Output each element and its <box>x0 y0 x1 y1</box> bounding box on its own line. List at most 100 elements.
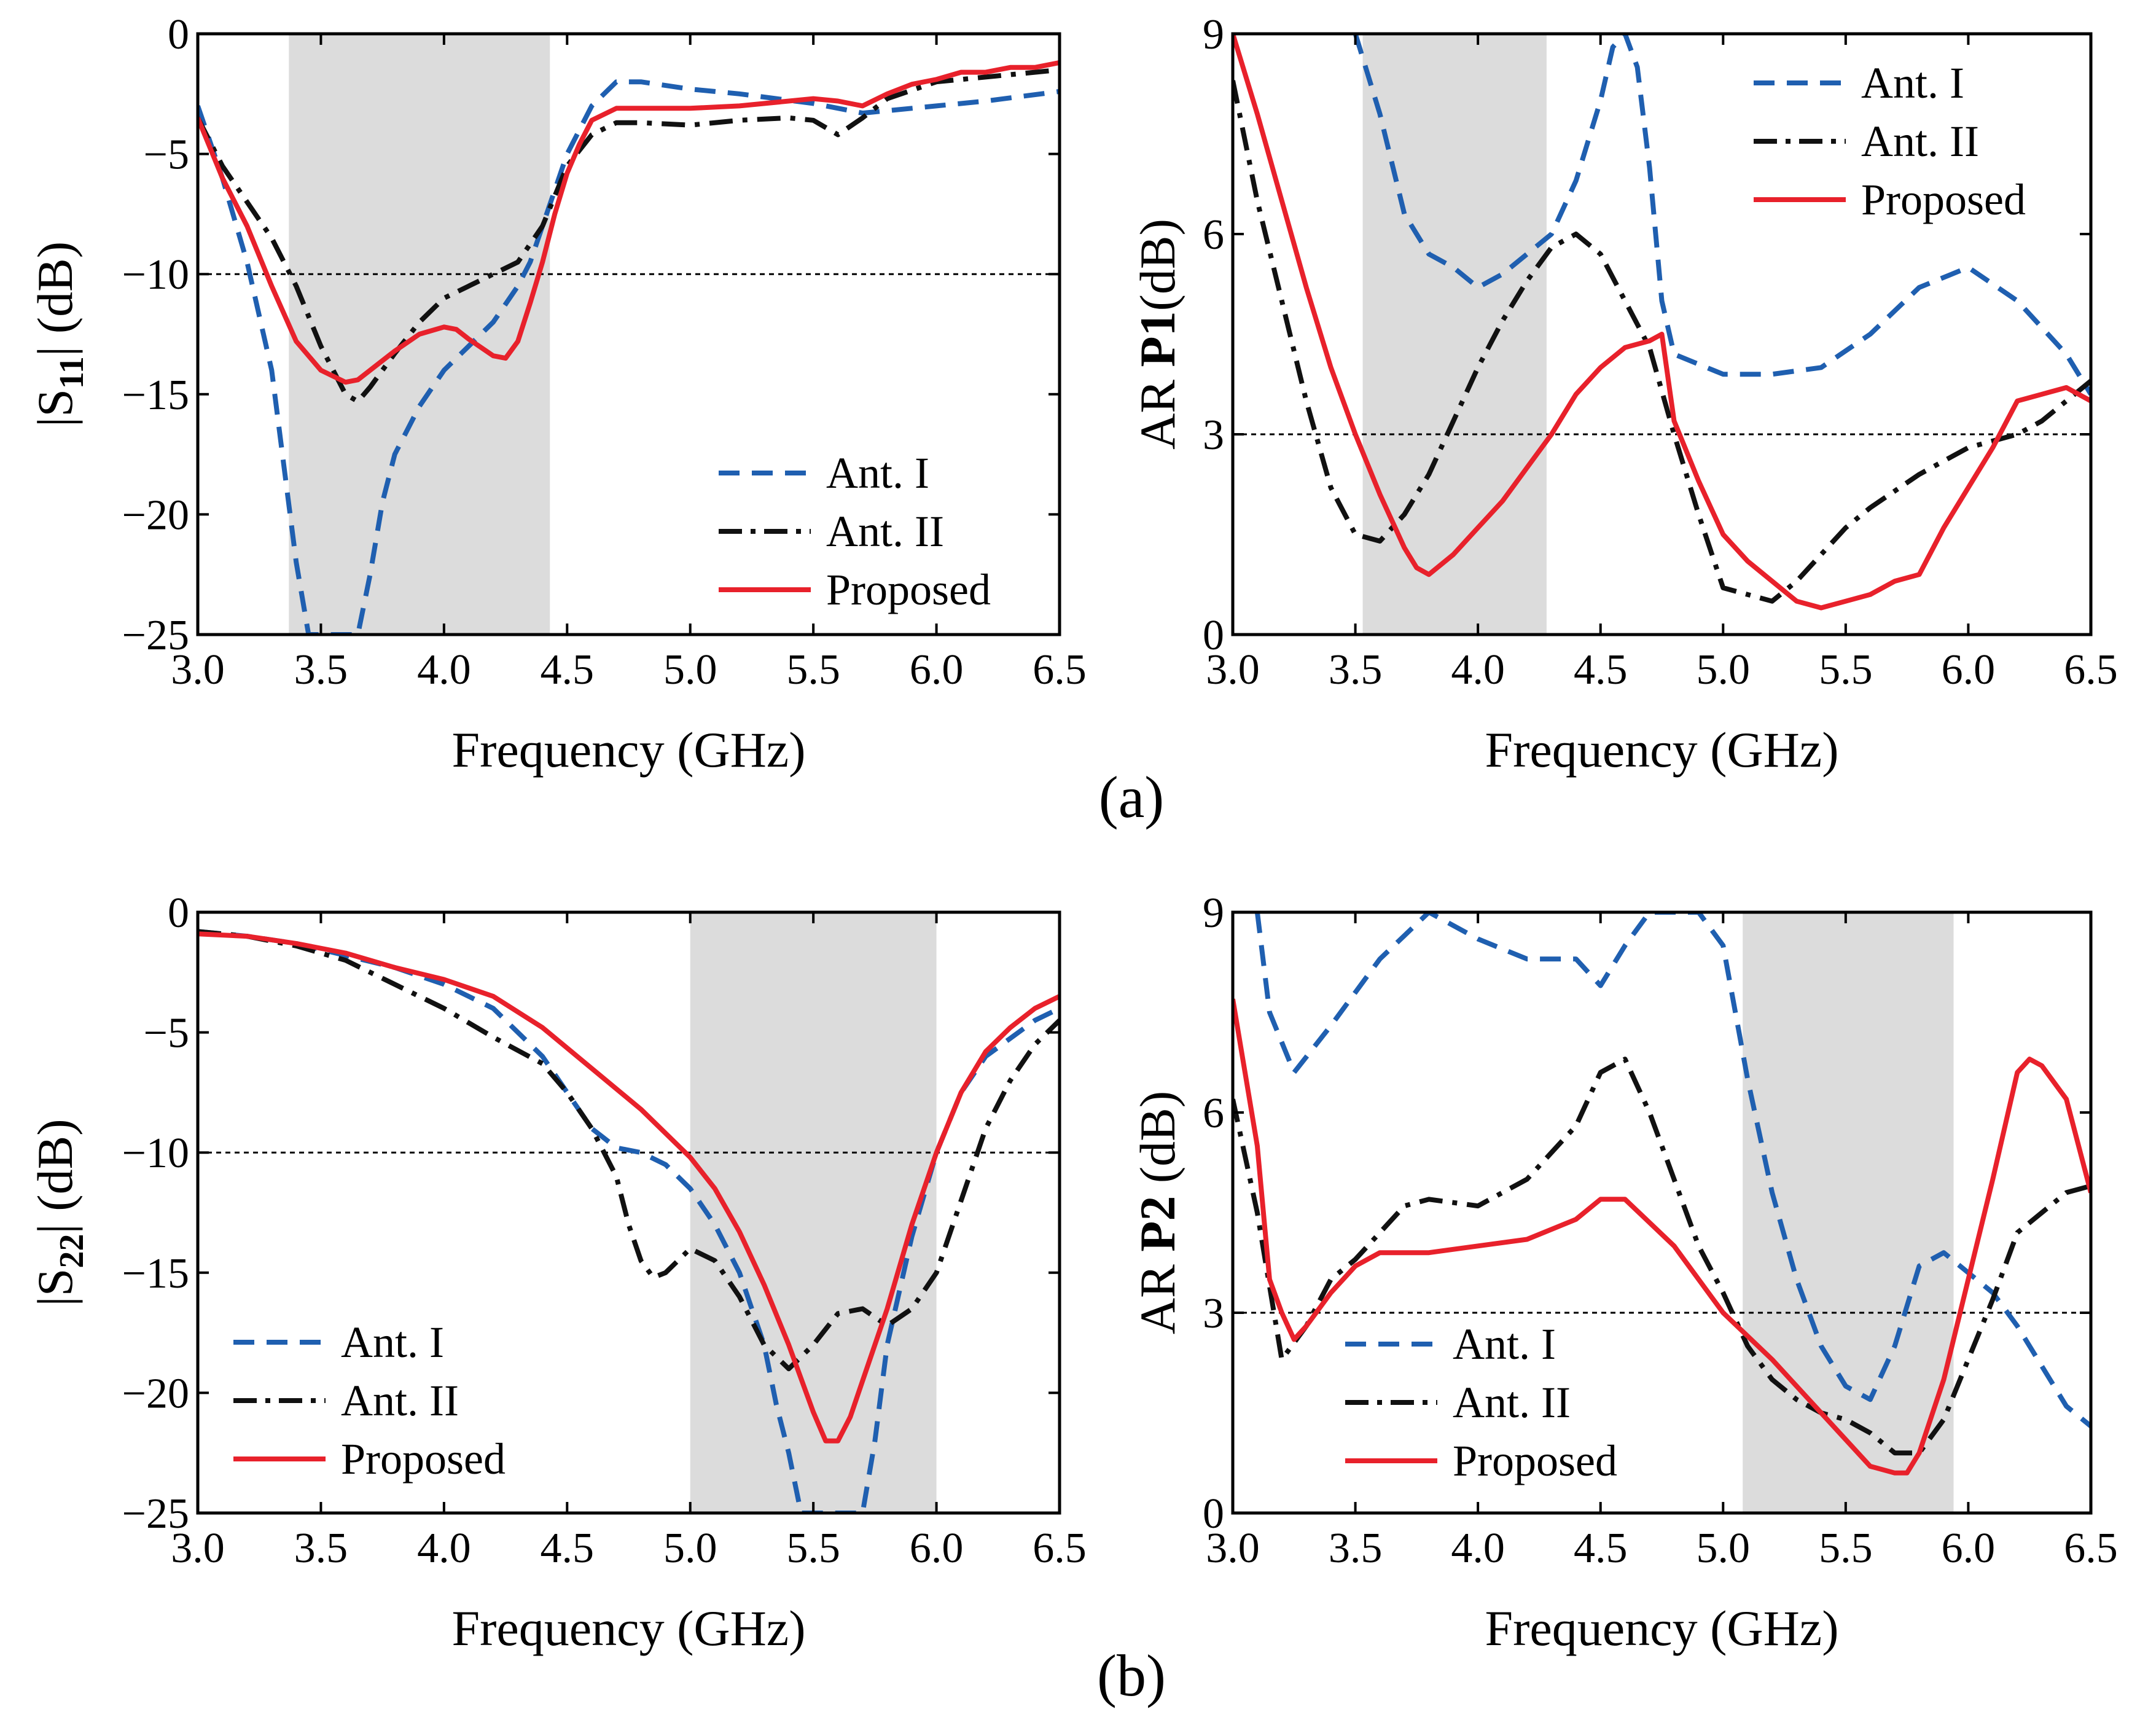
y-axis-title-bold: P1 <box>1130 311 1185 367</box>
legend-label: Ant. I <box>1453 1320 1556 1369</box>
series-line-ant-i <box>1353 34 2091 396</box>
legend: Ant. I Ant. II Proposed <box>1754 58 2026 224</box>
y-axis-title-suffix: (dB) <box>1130 1091 1185 1196</box>
x-tick-label: 4.0 <box>1451 646 1505 694</box>
y-axis-title-prefix: |S <box>27 389 83 427</box>
series-line-ant-ii <box>1233 1057 2091 1456</box>
legend: Ant. I Ant. II Proposed <box>1345 1320 1617 1485</box>
series-line-proposed <box>1233 34 2091 611</box>
y-tick-label: −25 <box>122 612 189 659</box>
x-tick-label: 6.5 <box>1033 646 1087 694</box>
series-group <box>198 60 1060 635</box>
x-tick-label: 3.5 <box>1329 646 1383 694</box>
legend-label: Ant. II <box>341 1376 459 1425</box>
x-tick-label: 4.5 <box>1574 1525 1628 1572</box>
x-tick-label: 3.0 <box>171 646 225 694</box>
x-tick-label: 3.5 <box>1329 1525 1383 1572</box>
series-group <box>1233 34 2091 611</box>
y-tick-label: 6 <box>1203 211 1224 259</box>
series-line-proposed <box>1233 998 2091 1476</box>
chart-panel-1: 3.0 3.5 4.0 4.5 5.0 5.5 6.0 6.5 0 −5 −10 −15 −20 −25 F… <box>27 11 1087 778</box>
y-axis-title-suffix: | (dB) <box>27 1119 83 1234</box>
y-axis-title-subscript: 22 <box>53 1234 91 1269</box>
y-axis-title-suffix: (dB) <box>1130 219 1185 311</box>
series-line-proposed <box>198 60 1060 385</box>
legend-label: Proposed <box>1861 175 2026 224</box>
series-line-ant-ii <box>198 67 1060 404</box>
y-tick-label: −20 <box>122 491 189 539</box>
x-tick-label: 3.0 <box>1206 646 1260 694</box>
series-line-ant-ii <box>198 929 1060 1372</box>
y-tick-label: −25 <box>122 1490 189 1538</box>
x-axis-title: Frequency (GHz) <box>451 1600 805 1656</box>
legend-label: Proposed <box>1453 1436 1617 1485</box>
y-tick-label: −15 <box>122 1250 189 1297</box>
x-tick-label: 5.0 <box>1697 646 1751 694</box>
x-tick-label: 3.5 <box>294 1525 348 1572</box>
x-tick-label: 5.5 <box>786 646 840 694</box>
x-tick-label: 5.0 <box>663 1525 717 1572</box>
x-tick-label: 5.5 <box>786 1525 840 1572</box>
chart-panel-2: 3.0 3.5 4.0 4.5 5.0 5.5 6.0 6.5 0 3 6 9 Frequency (G… <box>1130 11 2118 778</box>
x-tick-label: 6.0 <box>910 1525 964 1572</box>
x-tick-label: 3.5 <box>294 646 348 694</box>
y-axis-title: |S22| (dB) <box>27 1119 91 1306</box>
x-tick-label: 4.0 <box>417 646 471 694</box>
legend-label: Proposed <box>341 1434 506 1484</box>
y-tick-label: 0 <box>1203 612 1224 659</box>
x-tick-label: 4.5 <box>541 1525 595 1572</box>
y-axis-title-bold: P2 <box>1130 1196 1185 1252</box>
legend-label: Ant. II <box>1861 117 1979 166</box>
caption-b: (b) <box>1097 1643 1166 1708</box>
y-tick-label: 0 <box>1203 1490 1224 1538</box>
legend-label: Ant. I <box>1861 58 1964 108</box>
y-tick-label: 0 <box>168 11 189 58</box>
y-tick-label: −5 <box>144 1010 189 1057</box>
series-group <box>198 929 1060 1513</box>
y-axis-title-prefix: |S <box>27 1269 83 1307</box>
x-tick-label: 4.0 <box>417 1525 471 1572</box>
plot-frame <box>196 32 1061 636</box>
chart-panels: 3.0 3.5 4.0 4.5 5.0 5.5 6.0 6.5 0 −5 −10 −15 −20 −25 F… <box>27 11 2118 1656</box>
x-tick-label: 4.0 <box>1451 1525 1505 1572</box>
y-tick-label: −10 <box>122 251 189 299</box>
y-tick-label: −10 <box>122 1130 189 1177</box>
x-tick-label: 6.0 <box>1942 646 1996 694</box>
y-axis-title: AR P2 (dB) <box>1130 1091 1185 1334</box>
x-tick-label: 5.0 <box>663 646 717 694</box>
x-tick-label: 6.5 <box>2064 646 2118 694</box>
x-axis-title: Frequency (GHz) <box>1485 1600 1838 1656</box>
x-axis-title: Frequency (GHz) <box>451 722 805 778</box>
x-tick-label: 6.5 <box>2064 1525 2118 1572</box>
legend-label: Proposed <box>826 565 991 614</box>
caption-a: (a) <box>1099 764 1165 830</box>
y-tick-label: 9 <box>1203 11 1224 58</box>
plot-frame <box>1231 32 2093 636</box>
series-line-ant-i <box>1254 912 2091 1428</box>
series-group <box>1233 912 2091 1476</box>
x-tick-label: 4.5 <box>1574 646 1628 694</box>
y-tick-label: 6 <box>1203 1090 1224 1137</box>
shaded-band <box>1743 912 1954 1513</box>
x-axis-title: Frequency (GHz) <box>1485 722 1838 778</box>
x-tick-label: 5.0 <box>1697 1525 1751 1572</box>
legend-label: Ant. I <box>341 1318 444 1367</box>
legend: Ant. I Ant. II Proposed <box>719 448 991 614</box>
legend-label: Ant. II <box>1453 1378 1571 1427</box>
plot-frame <box>1231 910 2093 1515</box>
y-tick-label: −20 <box>122 1370 189 1417</box>
y-axis-title-subscript: 11 <box>53 356 91 389</box>
y-axis-title-prefix: AR <box>1130 1252 1185 1334</box>
y-tick-label: 9 <box>1203 890 1224 937</box>
series-line-ant-i <box>198 929 1060 1513</box>
chart-panel-3: 3.0 3.5 4.0 4.5 5.0 5.5 6.0 6.5 0 −5 −10 −15 −20 −25 F… <box>27 890 1087 1656</box>
y-tick-label: 3 <box>1203 1290 1224 1337</box>
x-tick-label: 3.0 <box>1206 1525 1260 1572</box>
y-tick-label: 0 <box>168 890 189 937</box>
plot-frame <box>196 910 1061 1515</box>
y-tick-label: 3 <box>1203 412 1224 459</box>
x-tick-label: 4.5 <box>541 646 595 694</box>
chart-panel-4: 3.0 3.5 4.0 4.5 5.0 5.5 6.0 6.5 0 3 6 9 Frequency (G… <box>1130 890 2118 1656</box>
legend-label: Ant. II <box>826 507 944 556</box>
